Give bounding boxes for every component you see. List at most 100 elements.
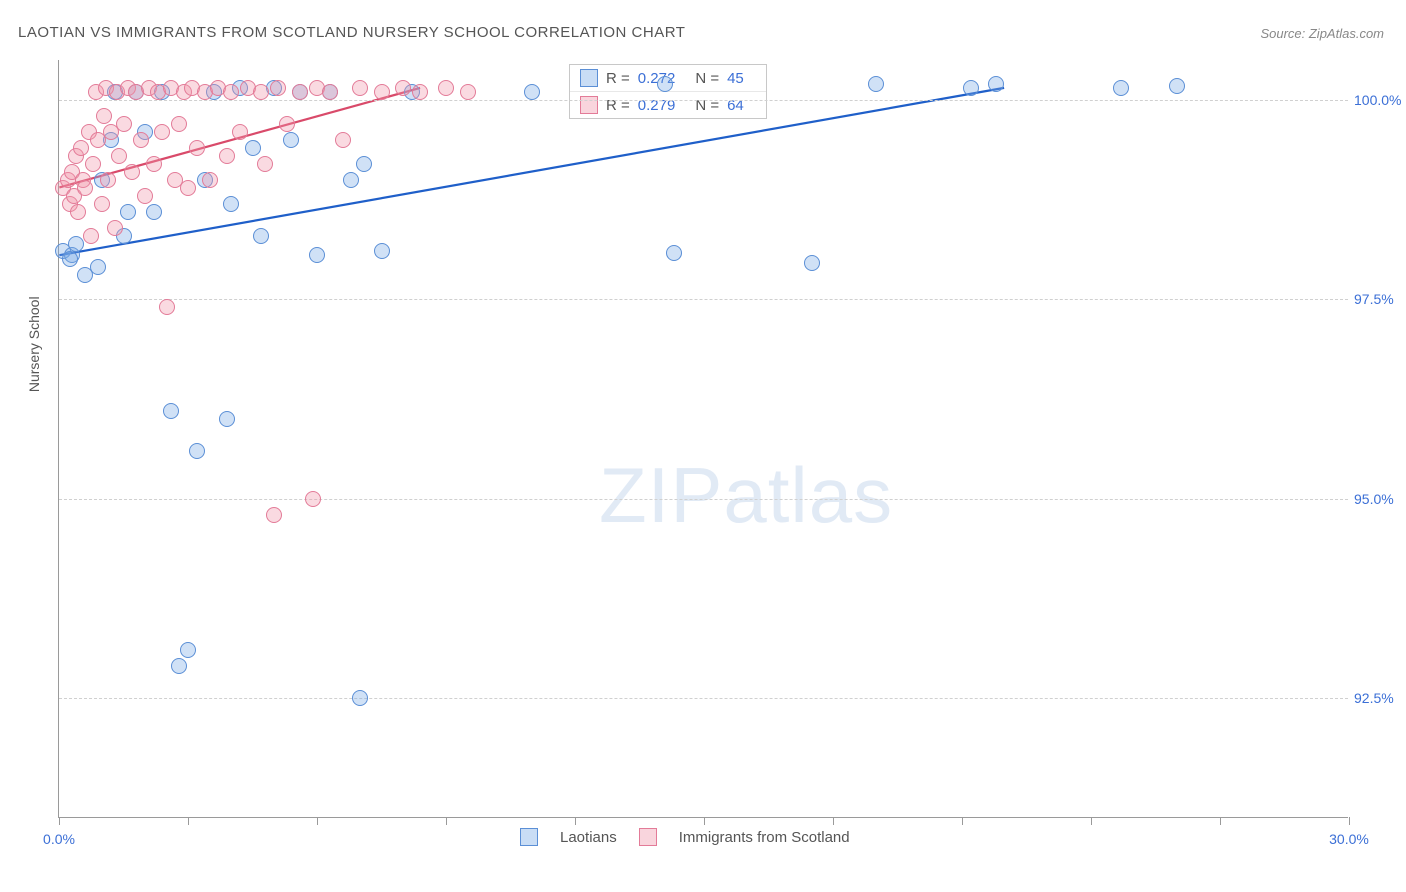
data-point [356, 156, 372, 172]
swatch-icon [639, 828, 657, 846]
data-point [137, 188, 153, 204]
xtick [1091, 817, 1092, 825]
data-point [374, 243, 390, 259]
data-point [232, 124, 248, 140]
data-point [1169, 78, 1185, 94]
data-point [90, 259, 106, 275]
data-point [219, 148, 235, 164]
data-point [223, 196, 239, 212]
data-point [1113, 80, 1129, 96]
data-point [96, 108, 112, 124]
data-point [988, 76, 1004, 92]
trend-lines [59, 60, 1348, 817]
data-point [374, 84, 390, 100]
data-point [68, 236, 84, 252]
data-point [124, 164, 140, 180]
data-point [146, 204, 162, 220]
data-point [253, 84, 269, 100]
xtick [575, 817, 576, 825]
data-point [62, 251, 78, 267]
xtick [1220, 817, 1221, 825]
legend-label-scotland: Immigrants from Scotland [679, 829, 850, 846]
data-point [305, 491, 321, 507]
data-point [335, 132, 351, 148]
data-point [352, 690, 368, 706]
data-point [460, 84, 476, 100]
data-point [395, 80, 411, 96]
data-point [657, 76, 673, 92]
y-axis-label: Nursery School [26, 296, 42, 392]
data-point [107, 220, 123, 236]
xtick [833, 817, 834, 825]
ytick-label: 95.0% [1354, 491, 1406, 507]
xtick-label: 0.0% [43, 831, 75, 847]
grid-line [59, 299, 1348, 300]
data-point [352, 80, 368, 96]
info-row-scotland: R = 0.279 N = 64 [570, 92, 766, 118]
data-point [120, 204, 136, 220]
source-label: Source: ZipAtlas.com [1260, 26, 1384, 41]
data-point [292, 84, 308, 100]
n-value: 45 [727, 70, 744, 87]
data-point [111, 148, 127, 164]
data-point [154, 124, 170, 140]
ytick-label: 100.0% [1354, 92, 1406, 108]
data-point [83, 228, 99, 244]
data-point [171, 116, 187, 132]
data-point [73, 140, 89, 156]
xtick [704, 817, 705, 825]
data-point [146, 156, 162, 172]
xtick [962, 817, 963, 825]
data-point [963, 80, 979, 96]
data-point [180, 642, 196, 658]
data-point [266, 507, 282, 523]
legend: Laotians Immigrants from Scotland [520, 828, 850, 846]
grid-line [59, 100, 1348, 101]
data-point [94, 196, 110, 212]
chart-title: LAOTIAN VS IMMIGRANTS FROM SCOTLAND NURS… [18, 24, 685, 41]
xtick [1349, 817, 1350, 825]
data-point [163, 403, 179, 419]
data-point [666, 245, 682, 261]
data-point [85, 156, 101, 172]
plot-area: ZIPatlas R = 0.272 N = 45 R = 0.279 N = … [58, 60, 1348, 818]
xtick [59, 817, 60, 825]
data-point [253, 228, 269, 244]
data-point [219, 411, 235, 427]
data-point [171, 658, 187, 674]
legend-label-laotians: Laotians [560, 829, 617, 846]
data-point [868, 76, 884, 92]
data-point [322, 84, 338, 100]
n-label: N = [695, 70, 719, 87]
swatch-icon [520, 828, 538, 846]
r-label: R = [606, 70, 630, 87]
xtick [188, 817, 189, 825]
data-point [309, 247, 325, 263]
data-point [70, 204, 86, 220]
data-point [804, 255, 820, 271]
ytick-label: 92.5% [1354, 690, 1406, 706]
data-point [343, 172, 359, 188]
grid-line [59, 499, 1348, 500]
data-point [283, 132, 299, 148]
data-point [438, 80, 454, 96]
data-point [245, 140, 261, 156]
data-point [133, 132, 149, 148]
ytick-label: 97.5% [1354, 291, 1406, 307]
xtick [317, 817, 318, 825]
data-point [77, 180, 93, 196]
data-point [116, 116, 132, 132]
xtick [446, 817, 447, 825]
data-point [159, 299, 175, 315]
data-point [202, 172, 218, 188]
data-point [189, 140, 205, 156]
data-point [279, 116, 295, 132]
xtick-label: 30.0% [1329, 831, 1369, 847]
data-point [189, 443, 205, 459]
data-point [524, 84, 540, 100]
data-point [100, 172, 116, 188]
data-point [412, 84, 428, 100]
swatch-icon [580, 69, 598, 87]
correlation-info-box: R = 0.272 N = 45 R = 0.279 N = 64 [569, 64, 767, 119]
swatch-icon [580, 96, 598, 114]
